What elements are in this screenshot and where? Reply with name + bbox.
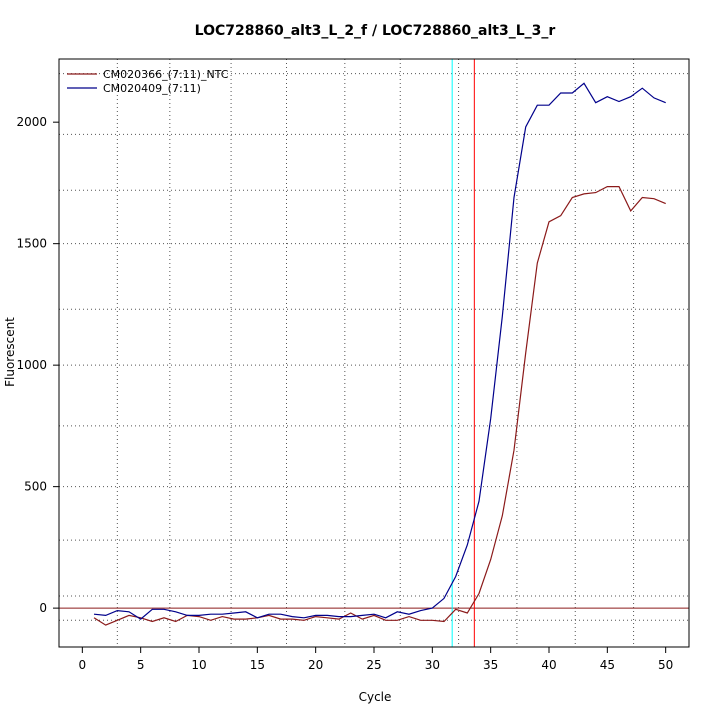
- x-tick-label: 15: [250, 658, 265, 672]
- x-tick-label: 30: [425, 658, 440, 672]
- x-tick-label: 25: [366, 658, 381, 672]
- x-tick-label: 45: [600, 658, 615, 672]
- y-tick-label: 1000: [16, 358, 47, 372]
- y-tick-label: 1500: [16, 237, 47, 251]
- legend-label: CM020366_(7:11)_NTC: [103, 68, 229, 81]
- y-axis-label: Fluorescent: [3, 317, 17, 387]
- series-layer: [93, 82, 666, 626]
- x-tick-label: 35: [483, 658, 498, 672]
- x-tick-label: 40: [541, 658, 556, 672]
- x-tick-label: 5: [137, 658, 145, 672]
- x-tick-label: 20: [308, 658, 323, 672]
- y-tick-label: 2000: [16, 115, 47, 129]
- x-axis-label: Cycle: [359, 690, 392, 704]
- x-tick-label: 50: [658, 658, 673, 672]
- chart-title: LOC728860_alt3_L_2_f / LOC728860_alt3_L_…: [195, 23, 556, 39]
- y-tick-label: 500: [24, 480, 47, 494]
- legend-label: CM020409_(7:11): [103, 82, 201, 95]
- x-tick-label: 0: [79, 658, 87, 672]
- series-line: [93, 82, 666, 620]
- grid-layer: [59, 59, 689, 647]
- x-tick-label: 10: [191, 658, 206, 672]
- y-tick-label: 0: [39, 601, 47, 615]
